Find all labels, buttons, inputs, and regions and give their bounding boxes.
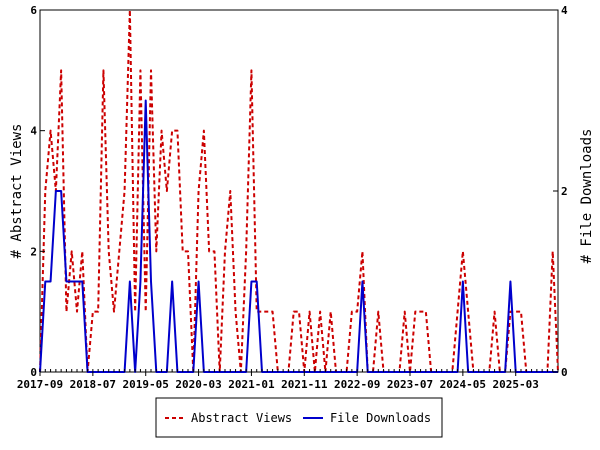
x-tick-label: 2025-03 xyxy=(493,378,539,391)
x-tick-label: 2021-01 xyxy=(228,378,275,391)
x-tick-label: 2024-05 xyxy=(440,378,486,391)
series-line-abstract-views xyxy=(39,9,559,373)
legend-label-file-downloads: File Downloads xyxy=(330,411,431,425)
x-tick-label: 2019-05 xyxy=(123,378,169,391)
y2-tick-label: 4 xyxy=(561,4,568,17)
y-tick-label: 2 xyxy=(30,245,37,258)
y-axis-title: # Abstract Views xyxy=(9,124,25,259)
x-tick-label: 2023-07 xyxy=(387,378,433,391)
y2-tick-label: 2 xyxy=(561,185,568,198)
series-line-file-downloads xyxy=(39,99,558,373)
x-tick-label: 2020-03 xyxy=(175,378,221,391)
y-tick-label: 0 xyxy=(30,366,37,379)
y2-tick-label: 0 xyxy=(561,366,568,379)
ticks-layer: 2017-09 2018-07 2019-05 2020-03 2021-01 2021-… xyxy=(17,4,568,391)
x-tick-label: 2022-09 xyxy=(334,378,380,391)
plot-frame xyxy=(39,9,559,373)
y2-axis-title: # File Downloads xyxy=(579,129,595,264)
x-tick-label: 2018-07 xyxy=(70,378,116,391)
plot-axes xyxy=(39,9,559,373)
y-tick-label: 6 xyxy=(30,4,37,17)
legend: Abstract Views File Downloads xyxy=(155,397,443,438)
legend-label-abstract-views: Abstract Views xyxy=(191,411,292,425)
x-tick-label: 2021-11 xyxy=(281,378,328,391)
y-tick-label: 4 xyxy=(30,125,37,138)
x-tick-label: 2017-09 xyxy=(17,378,63,391)
series-layer xyxy=(39,9,559,373)
legend-box xyxy=(155,397,443,438)
